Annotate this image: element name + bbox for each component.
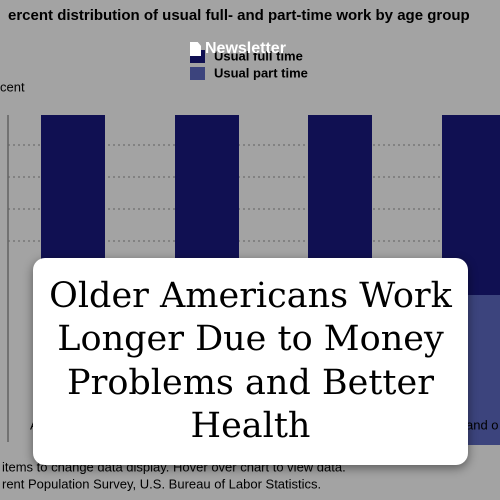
badge-text: Newsletter	[205, 40, 286, 57]
headline-card: Older Americans Work Longer Due to Money…	[33, 258, 468, 465]
chart-title: ercent distribution of usual full- and p…	[8, 7, 470, 24]
axis-label: cent	[0, 79, 25, 94]
headline-line: Longer Due to Money	[57, 319, 444, 359]
grid	[8, 144, 500, 242]
badge: Newsletter	[190, 40, 286, 58]
category-label: and o	[466, 417, 499, 432]
headline-line: Older Americans Work	[49, 275, 452, 316]
headline-line: Problems and Better	[67, 362, 434, 403]
legend-label: Usual full time	[214, 48, 303, 63]
legend-label: Usual part time	[214, 65, 308, 80]
headline-line: Health	[190, 406, 311, 446]
legend-swatch	[190, 67, 205, 80]
note: rent Population Survey, U.S. Bureau of L…	[2, 476, 321, 491]
icon	[190, 42, 201, 56]
